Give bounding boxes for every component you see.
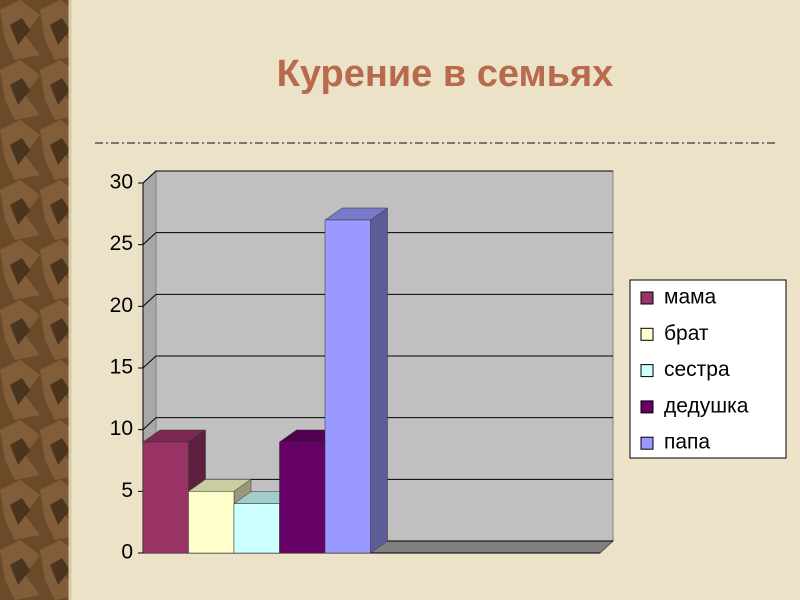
legend-label: сестра bbox=[664, 358, 730, 381]
y-tick-label: 0 bbox=[121, 541, 133, 564]
legend-label: брат bbox=[664, 322, 709, 345]
legend-swatch bbox=[640, 436, 654, 450]
legend-swatch bbox=[640, 364, 654, 378]
bar bbox=[324, 219, 371, 554]
bar bbox=[142, 441, 189, 554]
y-tick-label: 10 bbox=[110, 417, 133, 440]
y-tick-label: 30 bbox=[110, 171, 133, 194]
decor-strip bbox=[0, 0, 70, 600]
y-tick-label: 15 bbox=[110, 356, 133, 379]
title: Курение в семьях bbox=[277, 53, 614, 95]
grid-line bbox=[142, 417, 157, 431]
legend-label: мама bbox=[664, 286, 717, 309]
bar bbox=[279, 441, 326, 554]
bar bbox=[188, 491, 235, 554]
y-tick-label: 25 bbox=[110, 232, 133, 255]
grid-line bbox=[142, 170, 157, 184]
grid-line bbox=[142, 355, 157, 369]
grid-line bbox=[142, 232, 157, 246]
plot: 0 5 10 15 20 25 30 bbox=[110, 169, 615, 564]
legend-swatch bbox=[640, 327, 654, 341]
y-tick-label: 20 bbox=[110, 294, 133, 317]
bar-side bbox=[370, 207, 388, 554]
legend-box bbox=[629, 279, 787, 459]
y-tick-label: 5 bbox=[121, 479, 133, 502]
legend-label: дедушка bbox=[664, 394, 749, 417]
bar bbox=[233, 503, 280, 554]
legend: мама брат сестра дедушка папа bbox=[629, 279, 787, 459]
grid-line bbox=[142, 293, 157, 307]
legend-swatch bbox=[640, 400, 654, 414]
legend-swatch bbox=[640, 291, 654, 305]
legend-label: папа bbox=[664, 431, 710, 454]
